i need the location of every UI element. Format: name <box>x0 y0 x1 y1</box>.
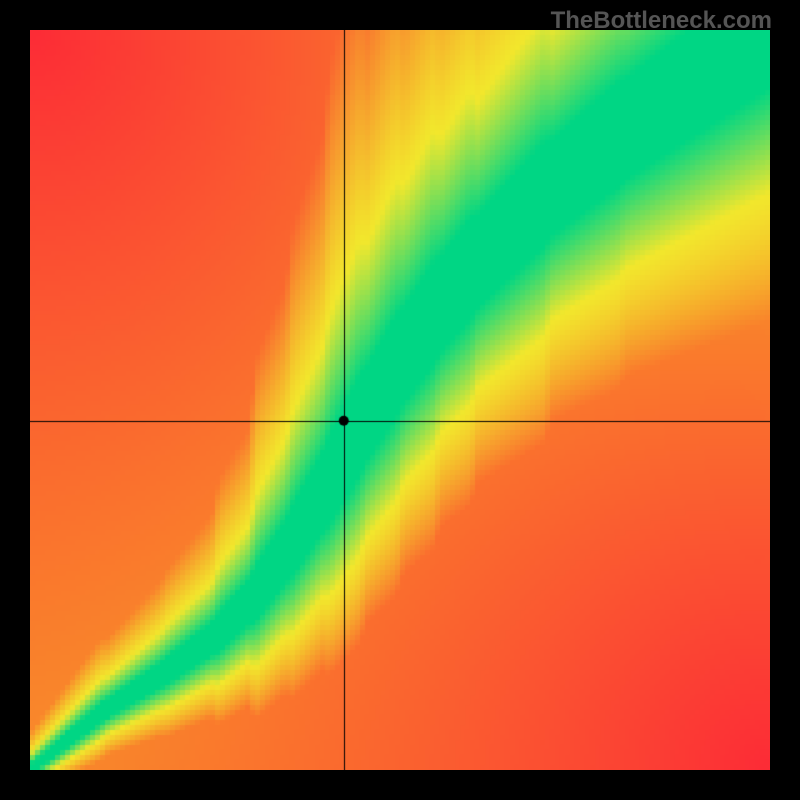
watermark-text: TheBottleneck.com <box>551 7 772 35</box>
bottleneck-heatmap <box>30 30 770 770</box>
